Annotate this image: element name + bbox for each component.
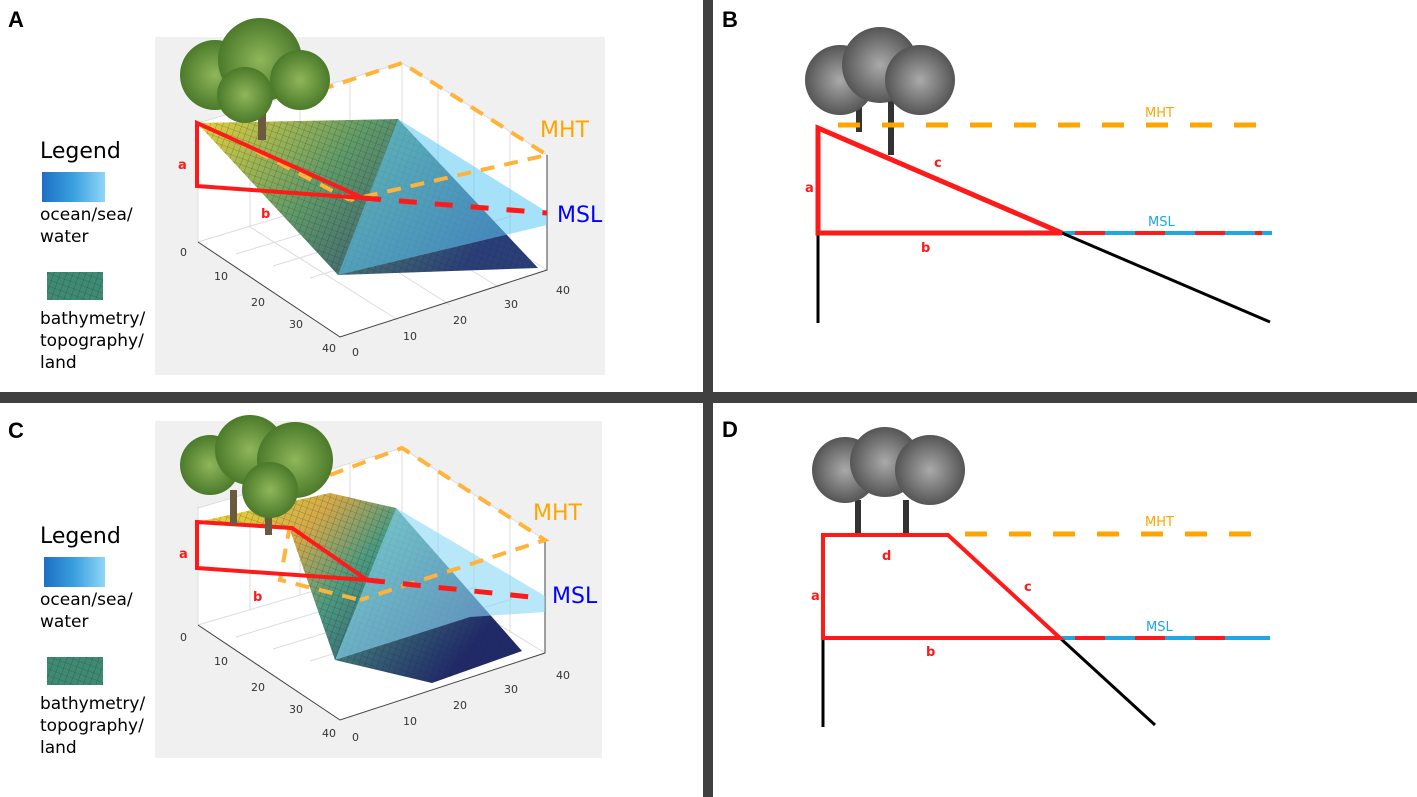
land-swatch-mesh xyxy=(47,657,103,685)
legend-water-label: ocean/sea/ xyxy=(40,590,133,610)
horizontal-divider xyxy=(0,392,1417,403)
msl-label: MSL xyxy=(1146,620,1173,635)
msl-label: MSL xyxy=(1148,215,1175,230)
side-b-label: b xyxy=(253,590,262,605)
water-plane xyxy=(335,508,545,660)
panel-a: A Legend ocean/sea/ water bathymetry/ to… xyxy=(8,7,605,375)
tree-grayscale xyxy=(812,427,965,535)
tree-grayscale xyxy=(805,27,955,155)
panel-d: D MHT MSL d c a b xyxy=(722,417,1272,727)
panel-label: A xyxy=(8,7,24,32)
side-c-label: c xyxy=(1024,580,1032,595)
legend-land-label: topography/ xyxy=(40,716,144,736)
plot-3d: MHT MSL a b 0 10 20 30 40 0 10 20 30 40 xyxy=(155,18,605,375)
panel-label: D xyxy=(722,417,738,442)
side-b-label: b xyxy=(921,241,930,256)
mht-line xyxy=(277,445,550,602)
left-axis-tick: 10 xyxy=(214,655,228,668)
legend-land-label: land xyxy=(40,738,77,758)
land-swatch-mesh xyxy=(47,272,103,300)
water-swatch xyxy=(42,172,105,202)
front-axis-tick: 10 xyxy=(403,330,417,343)
mht-line xyxy=(234,60,553,202)
mht-label: MHT xyxy=(1145,515,1174,530)
plot-3d: MHT MSL a b 0 10 20 30 40 0 10 20 30 40 xyxy=(155,415,602,758)
legend-land-label: topography/ xyxy=(40,331,144,351)
tick-labels: 0 10 20 30 40 0 10 20 30 40 xyxy=(180,246,570,359)
ground-profile xyxy=(821,636,1157,727)
mht-label: MHT xyxy=(1145,106,1174,121)
left-axis-tick: 0 xyxy=(180,631,187,644)
side-a-label: a xyxy=(179,547,188,562)
mht-label: MHT xyxy=(540,118,590,143)
tree xyxy=(180,415,333,535)
front-axis-tick: 40 xyxy=(556,284,570,297)
legend: Legend ocean/sea/ water bathymetry/ topo… xyxy=(40,139,145,373)
side-a-label: a xyxy=(178,158,187,173)
msl-label: MSL xyxy=(557,203,603,228)
tick-labels: 0 10 20 30 40 0 10 20 30 40 xyxy=(180,631,570,744)
left-axis-tick: 0 xyxy=(180,246,187,259)
front-axis-tick: 0 xyxy=(352,346,359,359)
profile-polygon xyxy=(821,533,1066,640)
surface-mesh xyxy=(197,493,522,683)
legend: Legend ocean/sea/ water bathymetry/ topo… xyxy=(40,524,145,758)
front-axis-tick: 20 xyxy=(453,699,467,712)
left-axis-tick: 30 xyxy=(289,703,303,716)
side-c-label: c xyxy=(934,156,942,171)
msl-line xyxy=(366,577,541,601)
legend-water-label: water xyxy=(40,612,88,632)
left-axis-tick: 30 xyxy=(289,318,303,331)
left-axis-tick: 40 xyxy=(322,727,336,740)
panel-label: B xyxy=(722,7,738,32)
front-axis-tick: 0 xyxy=(352,731,359,744)
panel-label: C xyxy=(8,418,24,443)
side-a-label: a xyxy=(805,181,814,196)
left-axis-tick: 40 xyxy=(322,342,336,355)
ground-profile xyxy=(816,231,1271,324)
front-axis-tick: 30 xyxy=(504,298,518,311)
left-axis-tick: 10 xyxy=(214,270,228,283)
panel-c: C Legend ocean/sea/ water bathymetry/ to… xyxy=(8,415,602,758)
front-axis-tick: 20 xyxy=(453,314,467,327)
side-d-label: d xyxy=(882,549,891,564)
side-b-label: b xyxy=(926,645,935,660)
tree xyxy=(180,18,330,140)
msl-line xyxy=(362,195,548,216)
profile-triangle xyxy=(195,119,364,200)
panel-b: B MHT MSL c a b xyxy=(722,7,1275,324)
msl-label: MSL xyxy=(552,584,598,609)
legend-land-label: bathymetry/ xyxy=(40,309,145,329)
side-a-label: a xyxy=(811,589,820,604)
front-axis-tick: 30 xyxy=(504,683,518,696)
profile-triangle xyxy=(815,124,1063,236)
mht-label: MHT xyxy=(533,501,583,526)
legend-water-label: ocean/sea/ xyxy=(40,205,133,225)
water-swatch xyxy=(44,557,105,587)
water-plane xyxy=(338,119,547,275)
front-axis-tick: 40 xyxy=(556,669,570,682)
legend-title: Legend xyxy=(40,139,121,164)
left-axis-tick: 20 xyxy=(251,296,265,309)
legend-title: Legend xyxy=(40,524,121,549)
legend-land-label: land xyxy=(40,353,77,373)
legend-land-label: bathymetry/ xyxy=(40,694,145,714)
legend-water-label: water xyxy=(40,227,88,247)
side-b-label: b xyxy=(261,207,270,222)
left-axis-tick: 20 xyxy=(251,681,265,694)
front-axis-tick: 10 xyxy=(403,715,417,728)
